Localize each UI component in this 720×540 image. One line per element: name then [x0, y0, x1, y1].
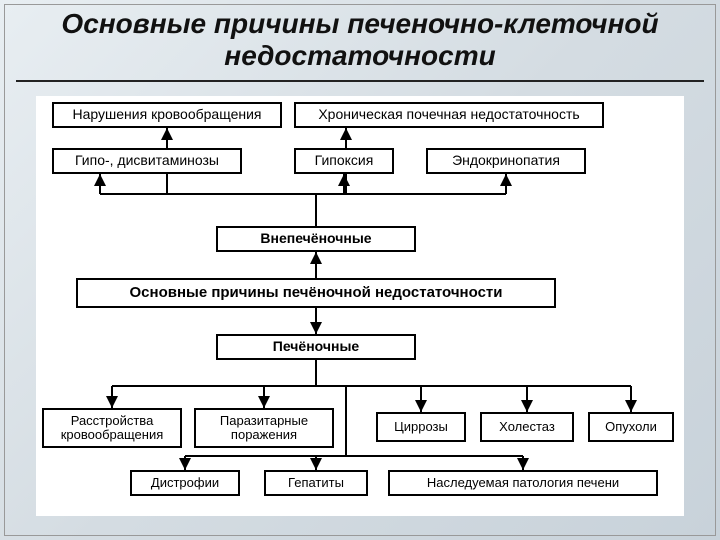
node-n_endocr: Эндокринопатия — [426, 148, 586, 174]
diagram-panel: Нарушения кровообращения Хроническая поче… — [36, 96, 684, 516]
node-n_dysvit: Гипо-, дисвитаминозы — [52, 148, 242, 174]
node-n_extrahep: Внепечёночные — [216, 226, 416, 252]
node-n_main: Основные причины печёночной недостаточно… — [76, 278, 556, 308]
node-n_chole: Холестаз — [480, 412, 574, 442]
node-n_hypoxia: Гипоксия — [294, 148, 394, 174]
node-n_tumor: Опухоли — [588, 412, 674, 442]
node-n_circ_disorders: Нарушения кровообращения — [52, 102, 282, 128]
node-n_hepatic: Печёночные — [216, 334, 416, 360]
node-n_hepat: Гепатиты — [264, 470, 368, 496]
node-n_circ2: Расстройства кровообращения — [42, 408, 182, 448]
node-n_cirr: Циррозы — [376, 412, 466, 442]
node-n_dystr: Дистрофии — [130, 470, 240, 496]
node-n_chronic_renal: Хроническая почечная недостаточность — [294, 102, 604, 128]
node-n_inherit: Наследуемая патология печени — [388, 470, 658, 496]
node-n_parasit: Паразитарные поражения — [194, 408, 334, 448]
